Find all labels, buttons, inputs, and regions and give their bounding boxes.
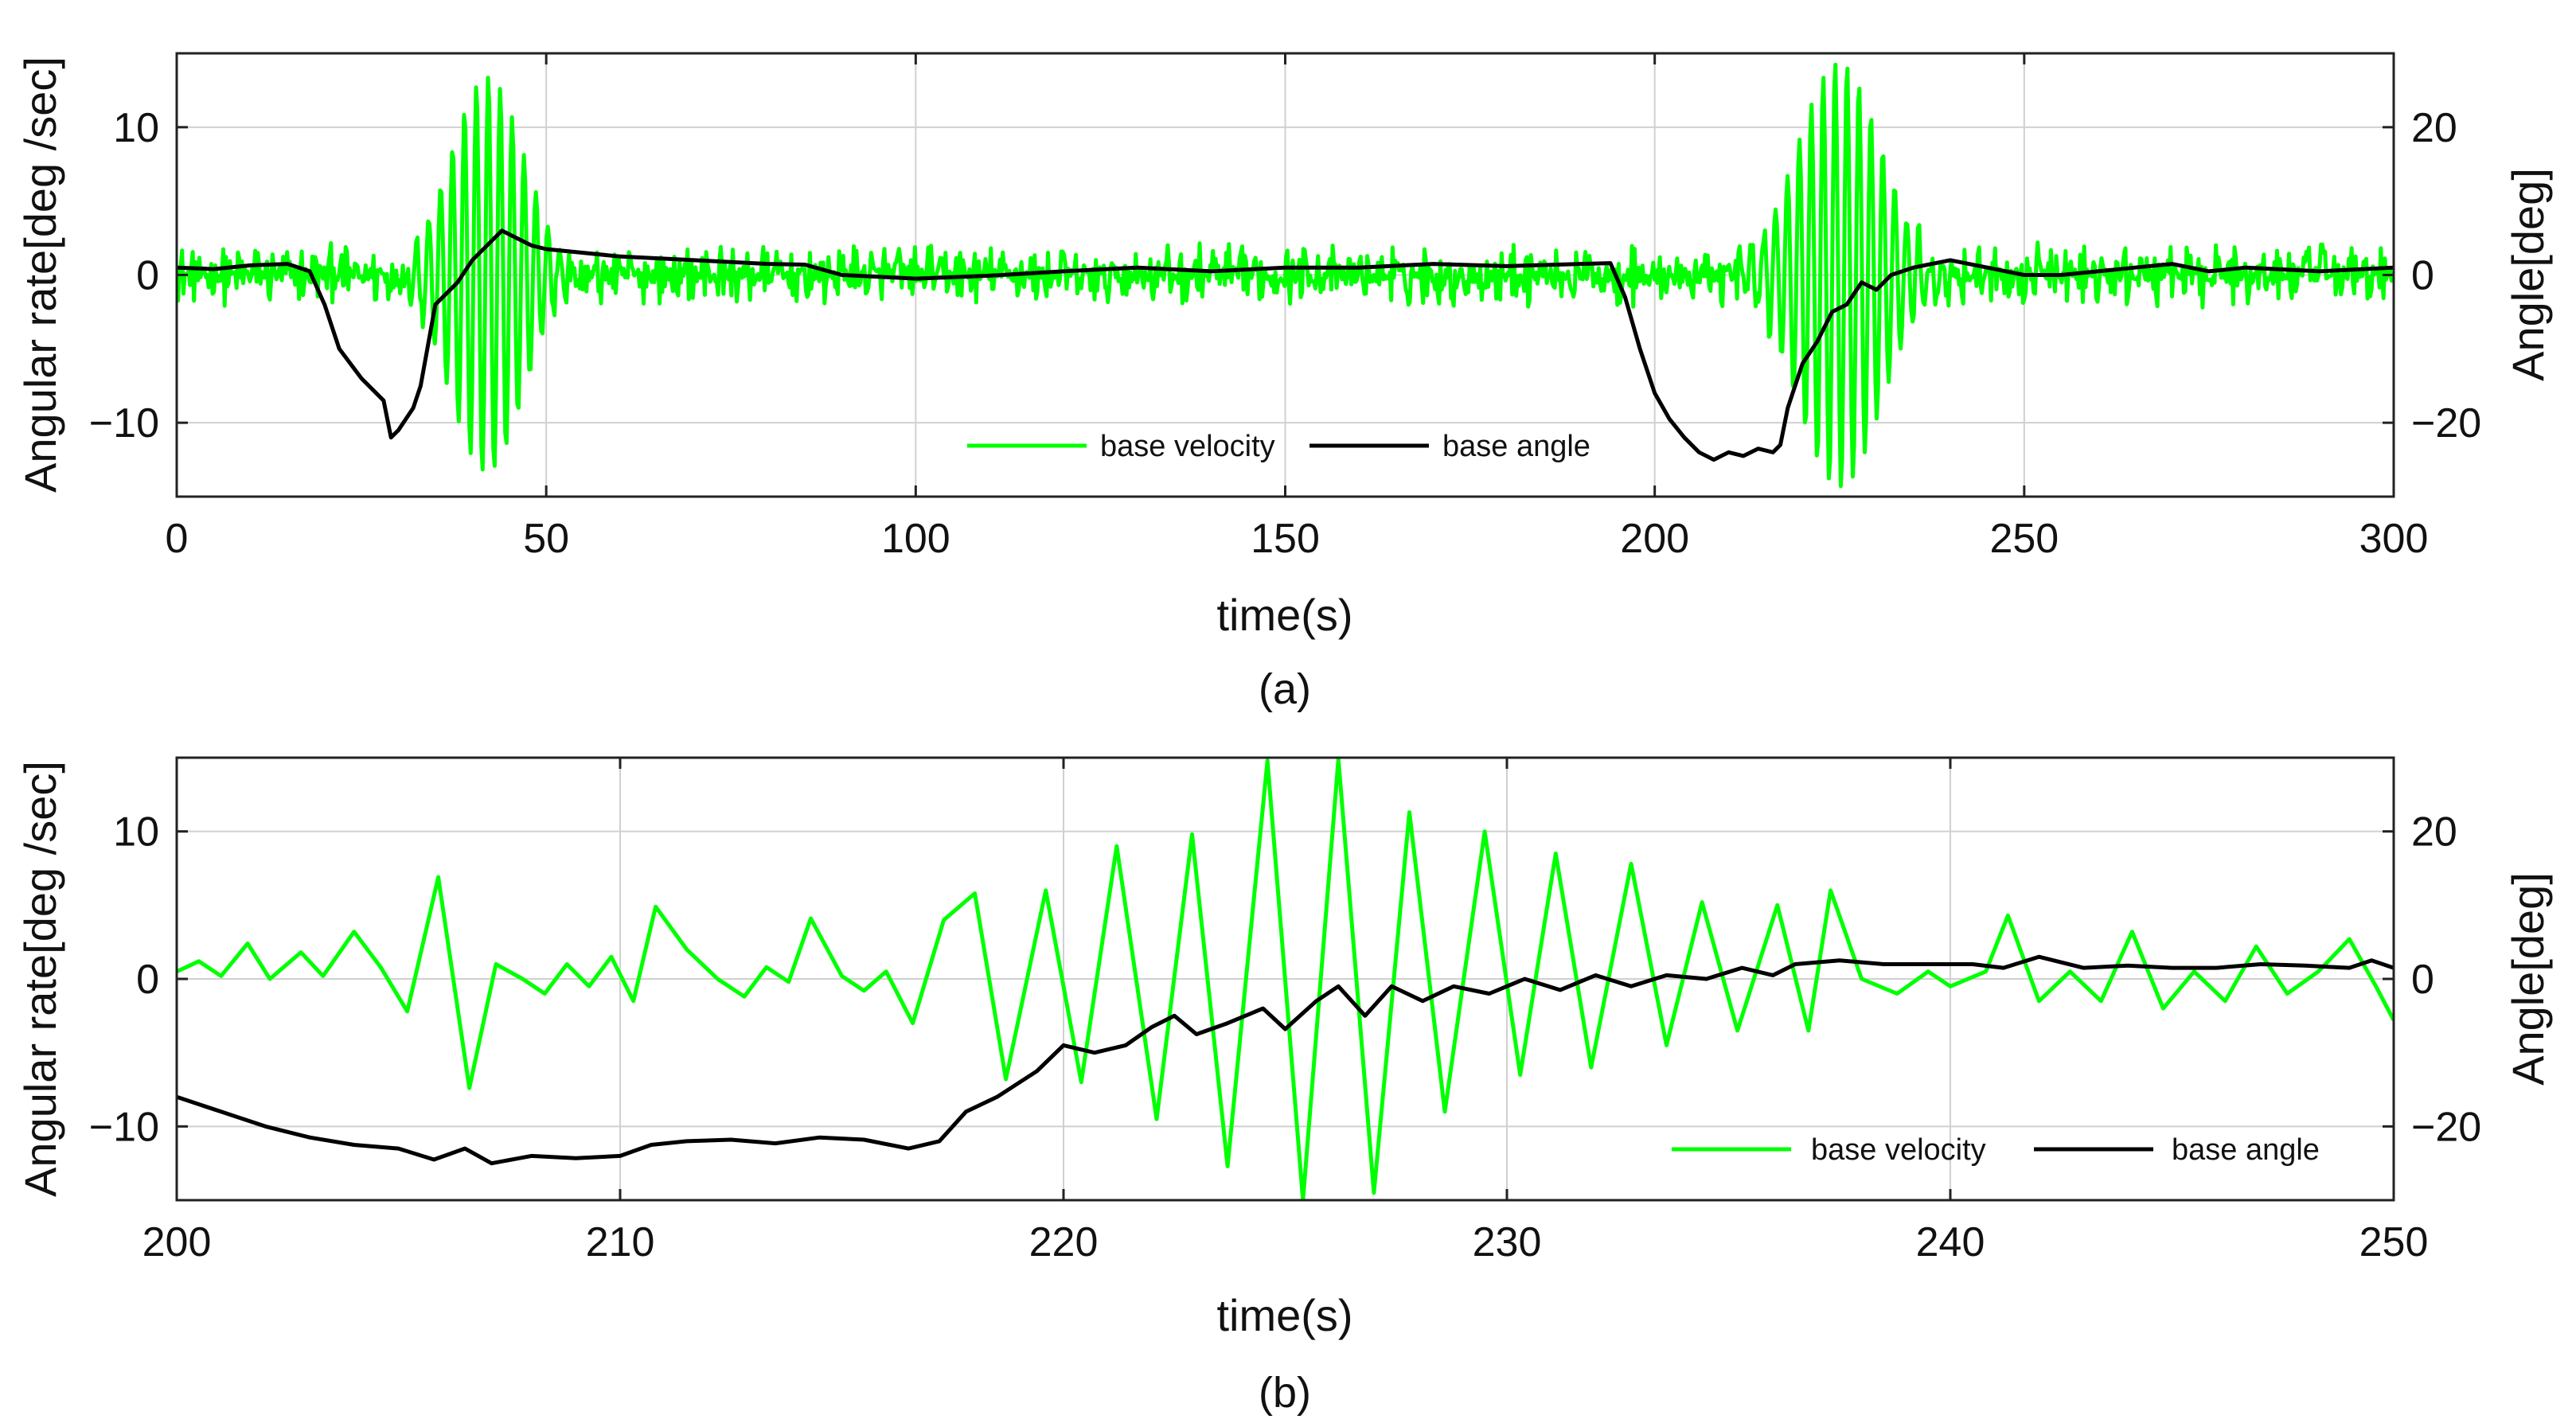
y-right-tick-label: 20 [2411, 105, 2457, 151]
y-right-axis-label-b: Angle[deg] [2503, 872, 2553, 1086]
caption-b: (b) [1259, 1369, 1311, 1417]
y-right-tick-label: −20 [2411, 400, 2481, 446]
legend-label-angle-b: base angle [2172, 1133, 2320, 1167]
legend-label-velocity-b: base velocity [1811, 1133, 1986, 1167]
y-left-tick-label: 10 [113, 105, 159, 151]
y-left-tick-label: 0 [136, 253, 159, 299]
y-left-axis-label-b: Angular rate[deg /sec] [15, 761, 65, 1197]
y-right-tick-label: 0 [2411, 253, 2434, 299]
caption-a: (a) [1259, 665, 1311, 713]
x-axis-label-b: time(s) [1216, 1290, 1352, 1340]
x-axis-label-a: time(s) [1216, 590, 1352, 640]
y-right-tick-label: 20 [2411, 809, 2457, 856]
tick-marks-a [175, 53, 2395, 497]
y-left-axis-label-a: Angular rate[deg /sec] [15, 57, 65, 493]
y-left-tick-label: −10 [89, 400, 159, 446]
legend-a: base velocity base angle [967, 430, 1590, 463]
legend-label-angle-a: base angle [1442, 430, 1590, 463]
x-tick-label: 220 [1029, 1219, 1099, 1265]
y-right-tick-label: 0 [2411, 957, 2434, 1003]
base-angle-line-a [177, 228, 2394, 462]
y-left-tick-label: −10 [89, 1104, 159, 1150]
y-right-tick-labels-b: −20 0 20 [2411, 809, 2481, 1151]
x-tick-label: 300 [2359, 516, 2429, 562]
x-tick-label: 230 [1473, 1219, 1542, 1265]
chart-panel-b: 200 210 220 230 240 250 −10 0 10 −20 0 20 base ve… [15, 756, 2553, 1417]
x-tick-label: 0 [166, 516, 189, 562]
chart-panel-a: 0 50 100 150 200 250 300 −10 0 10 −20 0 20 base ve… [15, 52, 2553, 713]
y-left-tick-labels-b: −10 0 10 [89, 809, 159, 1151]
x-tick-labels-b: 200 210 220 230 240 250 [142, 1219, 2429, 1265]
x-tick-label: 150 [1251, 516, 1320, 562]
x-tick-label: 50 [523, 516, 569, 562]
legend-label-velocity-a: base velocity [1100, 430, 1275, 463]
x-tick-label: 250 [2359, 1219, 2429, 1265]
base-angle-line-b [177, 954, 2394, 1166]
y-right-axis-label-a: Angle[deg] [2503, 168, 2553, 381]
x-tick-label: 240 [1916, 1219, 1985, 1265]
x-tick-label: 200 [142, 1219, 212, 1265]
y-right-tick-label: −20 [2411, 1104, 2481, 1150]
x-tick-label: 100 [881, 516, 950, 562]
base-velocity-line-b [177, 758, 2394, 1200]
x-tick-label: 210 [586, 1219, 655, 1265]
x-tick-label: 200 [1620, 516, 1689, 562]
y-left-tick-label: 0 [136, 957, 159, 1003]
x-tick-label: 250 [1989, 516, 2059, 562]
legend-b: base velocity base angle [1672, 1133, 2320, 1167]
x-tick-labels-a: 0 50 100 150 200 250 300 [166, 516, 2429, 562]
tick-marks-b [175, 758, 2395, 1200]
y-right-tick-labels-a: −20 0 20 [2411, 105, 2481, 446]
y-left-tick-labels-a: −10 0 10 [89, 105, 159, 446]
y-left-tick-label: 10 [113, 809, 159, 856]
